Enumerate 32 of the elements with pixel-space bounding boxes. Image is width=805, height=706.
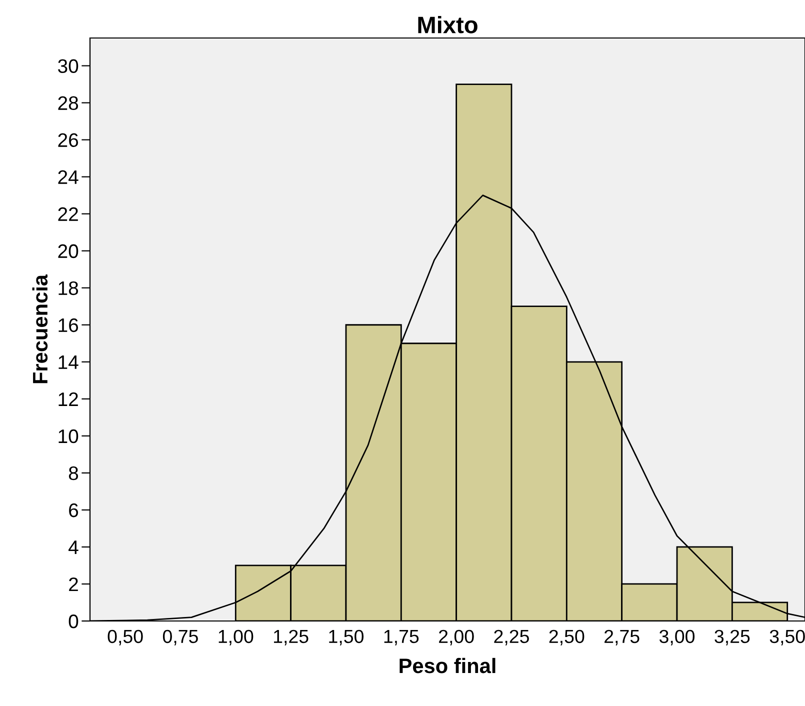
y-tick-label: 2: [69, 577, 78, 592]
y-tick-label: 0: [68, 614, 78, 628]
x-tick-label: 0,50: [108, 630, 143, 646]
x-tick-label: 1,25: [274, 630, 308, 646]
y-tick-label: 20: [58, 244, 78, 258]
y-axis-title: Frecuencia: [32, 274, 48, 384]
y-tick-label: 24: [58, 170, 78, 184]
y-tick-label: 6: [69, 503, 78, 518]
y-tick-label: 12: [58, 392, 78, 406]
chart-title: Mixto: [418, 16, 478, 34]
y-tick-label: 28: [58, 96, 78, 110]
x-tick-label: 3,50: [770, 630, 805, 646]
x-tick-label: 2,75: [604, 630, 640, 646]
y-tick-label: 4: [68, 540, 78, 554]
y-tick-label: 8: [68, 466, 78, 480]
x-tick-label: 3,25: [714, 630, 750, 646]
x-tick-label: 2,50: [549, 630, 584, 646]
x-tick-label: 2,25: [494, 630, 529, 646]
x-tick-label: 1,75: [384, 630, 419, 646]
x-axis-title: Peso final: [400, 658, 496, 674]
x-tick-label: 3,00: [659, 630, 695, 646]
y-tick-label: 26: [58, 133, 78, 148]
x-tick-label: 1,00: [218, 630, 254, 646]
y-tick-label: 30: [58, 59, 78, 73]
x-tick-label: 1,50: [329, 630, 364, 646]
y-tick-label: 14: [58, 356, 78, 369]
y-tick-label: 18: [58, 281, 78, 296]
y-tick-label: 10: [58, 429, 78, 444]
y-tick-label: 16: [58, 318, 78, 332]
x-tick-label: 2,00: [439, 630, 474, 646]
y-tick-label: 22: [58, 207, 78, 221]
x-tick-label: 0,75: [162, 630, 198, 646]
